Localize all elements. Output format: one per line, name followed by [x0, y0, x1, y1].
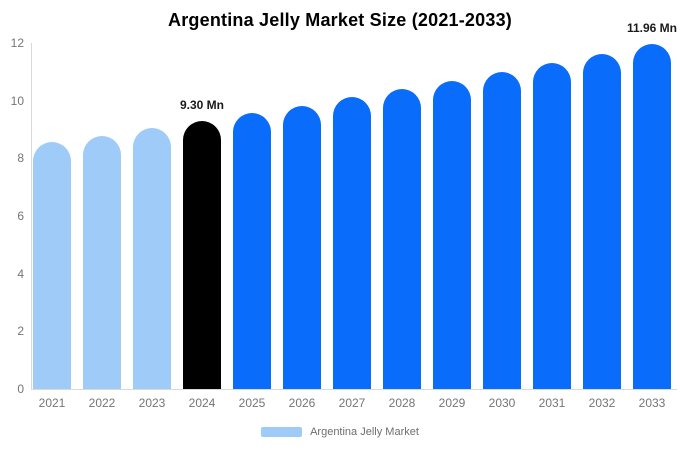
y-tick-label-12: 12: [10, 36, 24, 50]
x-axis-line: [31, 389, 677, 390]
x-tick-label-2027: 2027: [338, 396, 366, 410]
x-tick-label-2031: 2031: [538, 396, 566, 410]
bar-value-label-2033: 11.96 Mn: [626, 21, 678, 36]
bar-2030[interactable]: [483, 72, 521, 389]
bar-2027[interactable]: [333, 97, 371, 389]
bar-2025[interactable]: [233, 113, 271, 389]
y-tick-label-8: 8: [17, 151, 24, 166]
x-tick-label-2022: 2022: [88, 396, 116, 410]
x-tick-label-2029: 2029: [438, 396, 466, 410]
x-tick-label-2033: 2033: [638, 396, 666, 410]
bar-2023[interactable]: [133, 128, 171, 389]
y-tick-label-6: 6: [17, 209, 24, 223]
bar-2028[interactable]: [383, 89, 421, 389]
x-tick-label-2030: 2030: [488, 396, 516, 410]
x-tick-label-2024: 2024: [188, 396, 216, 410]
legend-swatch: [261, 427, 303, 437]
chart-title: Argentina Jelly Market Size (2021-2033): [168, 10, 512, 30]
x-tick-label-2023: 2023: [138, 396, 166, 410]
legend[interactable]: Argentina Jelly Market: [0, 426, 680, 438]
bar-2026[interactable]: [283, 105, 321, 389]
x-tick-label-2026: 2026: [288, 396, 316, 410]
bar-value-label-2024: 9.30 Mn: [179, 97, 224, 112]
bar-2021[interactable]: [33, 142, 71, 389]
bar-2033[interactable]: [633, 44, 671, 389]
y-tick-label-0: 0: [17, 382, 24, 396]
bar-2024[interactable]: [183, 120, 221, 389]
legend-label: Argentina Jelly Market: [310, 426, 419, 438]
bar-2022[interactable]: [83, 135, 121, 389]
bar-2031[interactable]: [533, 63, 571, 389]
y-axis-line: [31, 43, 32, 389]
y-tick-label-2: 2: [17, 324, 24, 339]
x-tick-label-2021: 2021: [38, 396, 66, 410]
bar-2029[interactable]: [433, 80, 471, 389]
y-tick-label-10: 10: [10, 93, 24, 108]
x-tick-label-2025: 2025: [238, 396, 266, 410]
x-tick-label-2028: 2028: [388, 396, 416, 410]
y-tick-label-4: 4: [17, 266, 24, 281]
bar-2032[interactable]: [583, 53, 621, 389]
x-tick-label-2032: 2032: [588, 396, 616, 410]
